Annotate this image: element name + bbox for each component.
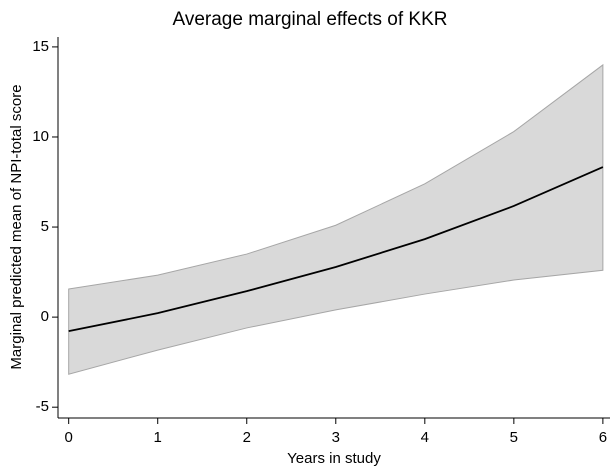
x-axis-label: Years in study [287,450,381,467]
x-tick-label: 3 [332,429,340,446]
x-tick-label: 1 [154,429,162,446]
y-tick-label: 15 [32,38,49,55]
y-tick-label: -5 [36,398,49,415]
confidence-band [68,63,604,375]
x-tick-label: 4 [421,429,429,446]
x-tick-label: 0 [65,429,73,446]
x-tick-label: 5 [510,429,518,446]
y-tick-label: 0 [41,308,49,325]
line [68,166,604,333]
y-tick-label: 5 [41,218,49,235]
y-tick-label: 10 [32,128,49,145]
x-tick-label: 6 [599,429,607,446]
x-tick-label: 2 [243,429,251,446]
y-axis-label: Marginal predicted mean of NPI-total sco… [8,84,25,369]
chart-title: Average marginal effects of KKR [173,9,448,30]
